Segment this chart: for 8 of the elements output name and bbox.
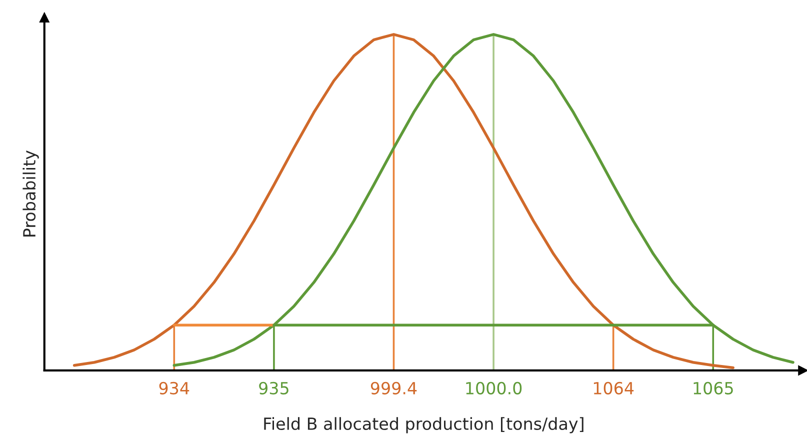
x-tick-label: 934 <box>159 382 190 394</box>
x-tick-label: 1000.0 <box>466 382 522 394</box>
y-axis-title: Probability <box>22 150 39 236</box>
x-tick-label: 1065 <box>694 382 733 394</box>
x-tick-label: 935 <box>259 382 288 394</box>
x-tick-label: 1064 <box>594 382 634 394</box>
x-tick-label: 999.4 <box>370 382 417 394</box>
x-axis-title: Field B allocated production [tons/day] <box>264 417 584 434</box>
